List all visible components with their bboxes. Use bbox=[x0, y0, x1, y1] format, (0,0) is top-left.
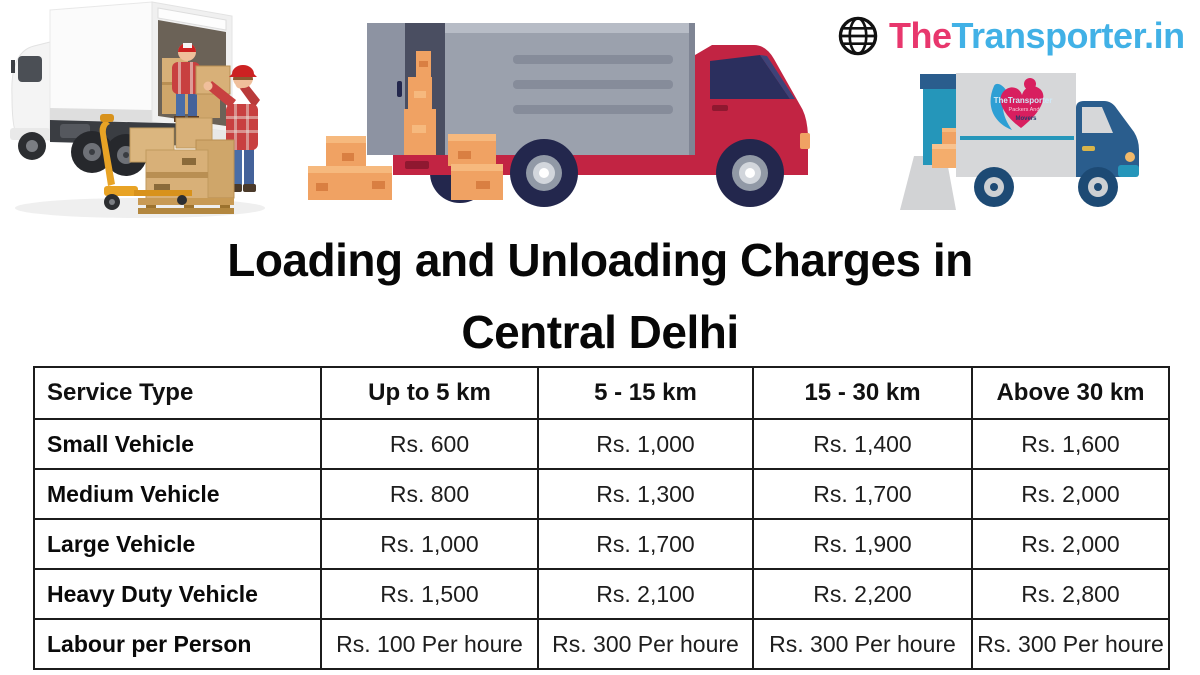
row-label: Labour per Person bbox=[33, 618, 322, 670]
price-cell: Rs. 600 bbox=[320, 418, 539, 470]
price-cell: Rs. 1,900 bbox=[752, 518, 973, 570]
price-cell: Rs. 300 Per houre bbox=[971, 618, 1170, 670]
page-title-line1: Loading and Unloading Charges in bbox=[227, 234, 973, 286]
price-cell: Rs. 1,700 bbox=[537, 518, 754, 570]
loading-workers-photo bbox=[10, 1, 265, 218]
row-label: Medium Vehicle bbox=[33, 468, 322, 520]
table-row: Labour per Person Rs. 100 Per houre Rs. … bbox=[33, 618, 1170, 670]
table-row: Medium Vehicle Rs. 800 Rs. 1,300 Rs. 1,7… bbox=[33, 468, 1170, 520]
page-title: Loading and Unloading Charges in Central… bbox=[0, 224, 1200, 368]
brand-name-prefix: The bbox=[889, 15, 952, 56]
price-cell: Rs. 1,500 bbox=[320, 568, 539, 620]
truck-decal-line2: Packers And bbox=[1009, 107, 1040, 113]
price-cell: Rs. 100 Per houre bbox=[320, 618, 539, 670]
col-header-up-to-5km: Up to 5 km bbox=[320, 366, 539, 420]
price-cell: Rs. 1,700 bbox=[752, 468, 973, 520]
col-header-5-15km: 5 - 15 km bbox=[537, 366, 754, 420]
price-cell: Rs. 1,000 bbox=[320, 518, 539, 570]
brand-name-suffix: Transporter.in bbox=[951, 15, 1186, 56]
price-cell: Rs. 1,600 bbox=[971, 418, 1170, 470]
table-row: Large Vehicle Rs. 1,000 Rs. 1,700 Rs. 1,… bbox=[33, 518, 1170, 570]
table-row: Small Vehicle Rs. 600 Rs. 1,000 Rs. 1,40… bbox=[33, 418, 1170, 470]
price-cell: Rs. 1,400 bbox=[752, 418, 973, 470]
brand-logo: TheTransporter.in bbox=[836, 14, 1185, 58]
col-header-service-type: Service Type bbox=[33, 366, 322, 420]
page-title-line2: Central Delhi bbox=[461, 306, 739, 358]
truck-decal-line1: TheTransporter bbox=[994, 96, 1053, 105]
col-header-15-30km: 15 - 30 km bbox=[752, 366, 973, 420]
price-cell: Rs. 800 bbox=[320, 468, 539, 520]
row-label: Small Vehicle bbox=[33, 418, 322, 470]
transporter-truck-illustration: TheTransporter Packers And Movers bbox=[900, 73, 1139, 210]
price-cell: Rs. 300 Per houre bbox=[537, 618, 754, 670]
price-cell: Rs. 2,000 bbox=[971, 468, 1170, 520]
table-header-row: Service Type Up to 5 km 5 - 15 km 15 - 3… bbox=[33, 366, 1170, 420]
truck-decal-line3: Movers bbox=[1015, 116, 1037, 122]
price-cell: Rs. 2,000 bbox=[971, 518, 1170, 570]
price-cell: Rs. 1,300 bbox=[537, 468, 754, 520]
globe-icon bbox=[838, 16, 878, 56]
price-cell: Rs. 2,100 bbox=[537, 568, 754, 620]
price-cell: Rs. 2,200 bbox=[752, 568, 973, 620]
red-truck-illustration bbox=[308, 23, 810, 207]
row-label: Large Vehicle bbox=[33, 518, 322, 570]
price-cell: Rs. 1,000 bbox=[537, 418, 754, 470]
table-row: Heavy Duty Vehicle Rs. 1,500 Rs. 2,100 R… bbox=[33, 568, 1170, 620]
price-cell: Rs. 2,800 bbox=[971, 568, 1170, 620]
charges-table: Service Type Up to 5 km 5 - 15 km 15 - 3… bbox=[33, 366, 1170, 670]
price-cell: Rs. 300 Per houre bbox=[752, 618, 973, 670]
brand-name: TheTransporter.in bbox=[889, 15, 1185, 57]
col-header-above-30km: Above 30 km bbox=[971, 366, 1170, 420]
row-label: Heavy Duty Vehicle bbox=[33, 568, 322, 620]
